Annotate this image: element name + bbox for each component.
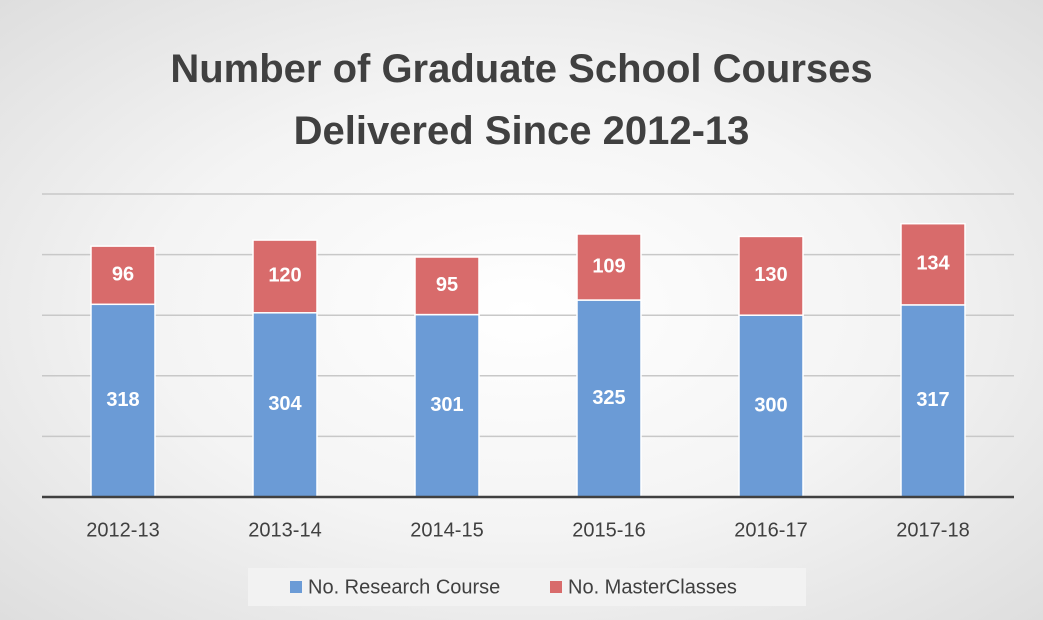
legend-label: No. Research Course bbox=[308, 576, 500, 598]
bar-segment bbox=[414, 256, 480, 316]
bar-segment bbox=[576, 233, 642, 301]
bar-segment bbox=[900, 304, 966, 498]
data-label: 120 bbox=[268, 265, 301, 287]
x-tick-label: 2016-17 bbox=[734, 519, 807, 541]
bar-segment bbox=[738, 314, 804, 498]
bar-segment bbox=[738, 235, 804, 316]
legend-box bbox=[248, 568, 806, 606]
data-label: 300 bbox=[754, 394, 787, 416]
data-label: 325 bbox=[592, 387, 625, 409]
legend-swatch bbox=[550, 581, 562, 593]
x-tick-label: 2015-16 bbox=[572, 519, 645, 541]
data-label: 134 bbox=[916, 253, 950, 275]
bar-segment bbox=[900, 222, 966, 306]
data-label: 109 bbox=[592, 255, 625, 277]
legend-label: No. MasterClasses bbox=[568, 576, 737, 598]
data-label: 301 bbox=[430, 394, 463, 416]
data-label: 96 bbox=[112, 263, 134, 285]
bar-segment bbox=[90, 303, 156, 498]
data-label: 130 bbox=[754, 264, 787, 286]
data-label: 318 bbox=[106, 389, 139, 411]
data-label: 95 bbox=[436, 274, 458, 296]
data-label: 317 bbox=[916, 389, 949, 411]
data-label: 304 bbox=[268, 393, 302, 415]
bar-segment bbox=[252, 312, 318, 498]
bar-segment bbox=[252, 239, 318, 314]
x-tick-label: 2013-14 bbox=[248, 519, 321, 541]
chart-title: Number of Graduate School Courses Delive… bbox=[170, 47, 873, 153]
bar-segment bbox=[90, 245, 156, 306]
x-tick-label: 2012-13 bbox=[86, 519, 159, 541]
x-tick-label: 2017-18 bbox=[896, 519, 969, 541]
legend-swatch bbox=[290, 581, 302, 593]
x-tick-label: 2014-15 bbox=[410, 519, 483, 541]
